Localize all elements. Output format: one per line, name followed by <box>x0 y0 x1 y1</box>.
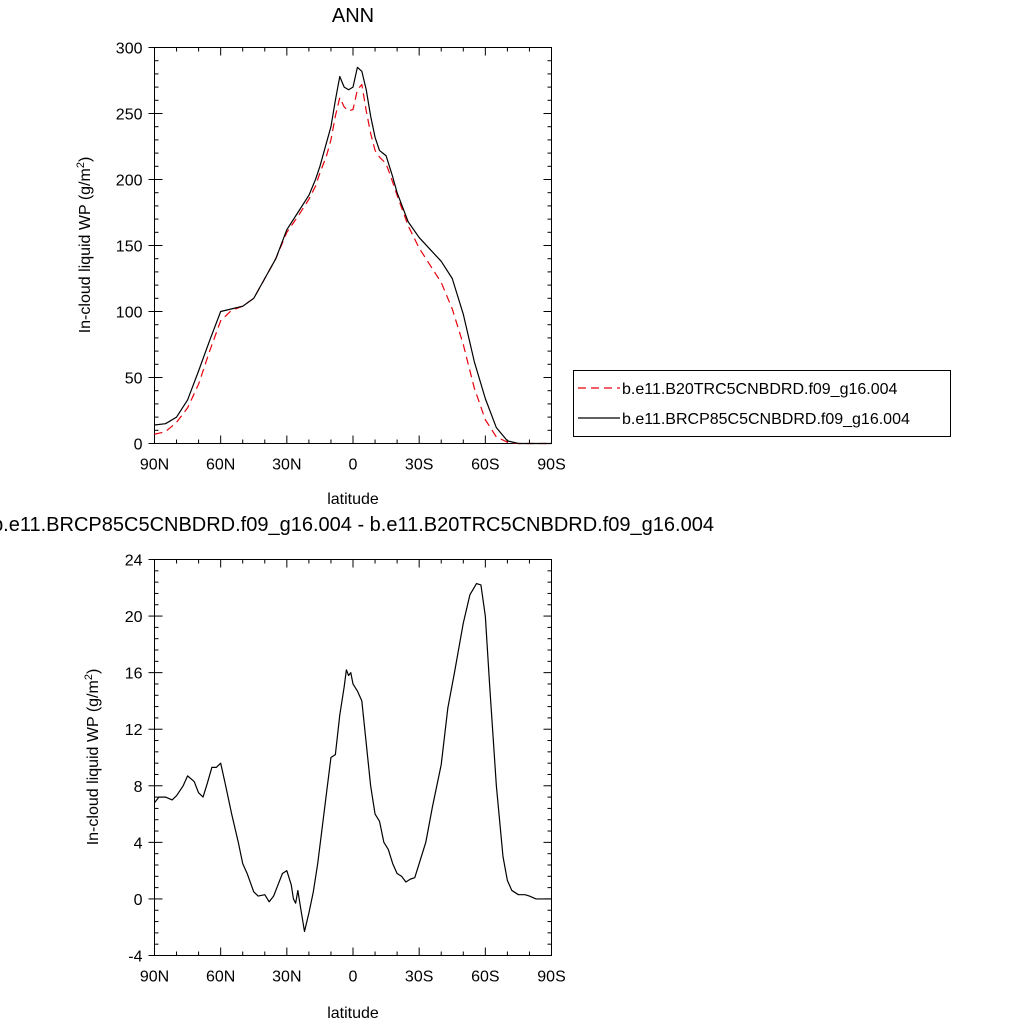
bottom-x-tick-label: 0 <box>349 969 358 986</box>
bottom-y-tick-label: 0 <box>134 892 143 909</box>
top-y-tick-label: 50 <box>125 371 143 388</box>
bottom-x-tick-label: 30N <box>272 969 301 986</box>
bottom-x-tick-label: 30S <box>405 969 433 986</box>
legend-box <box>573 370 951 437</box>
top-x-axis-title: latitude <box>327 491 379 508</box>
bottom-y-tick-label: 16 <box>125 666 143 683</box>
bottom-series-line-1 <box>154 582 552 933</box>
top-y-axis-title-sup: 2 <box>75 162 87 168</box>
top-x-tick-label: 90S <box>537 457 565 474</box>
bottom-x-tick-label: 60N <box>206 969 235 986</box>
bottom-chart: b.e11.BRCP85C5CNBDRD.f09_g16.004 - b.e11… <box>0 514 714 1022</box>
top-x-tick-label: 60N <box>206 457 235 474</box>
top-chart-title: ANN <box>332 5 374 27</box>
bottom-y-tick-label: 24 <box>125 553 143 570</box>
top-series-line-1 <box>154 83 552 445</box>
bottom-x-tick-label: 60S <box>471 969 499 986</box>
top-chart-axes: 90N 60N 30N 0 30S 60S 90S 0 50 100 150 200 250 300 <box>116 41 566 474</box>
legend-label-series-1: b.e11.B20TRC5CNBDRD.f09_g16.004 <box>622 381 898 398</box>
top-y-tick-label: 150 <box>116 239 143 256</box>
bottom-chart-series <box>154 582 552 933</box>
legend: b.e11.B20TRC5CNBDRD.f09_g16.004 b.e11.BR… <box>573 370 951 437</box>
top-plot-frame <box>154 47 552 444</box>
top-series-line-2 <box>154 66 552 445</box>
top-x-tick-label: 0 <box>349 457 358 474</box>
bottom-y-tick-label: 12 <box>125 722 143 739</box>
top-chart-series <box>154 66 552 445</box>
bottom-chart-axes: 90N 60N 30N 0 30S 60S 90S -4 0 4 8 12 16 20 24 <box>125 553 566 986</box>
bottom-y-tick-label: 4 <box>134 835 143 852</box>
bottom-x-tick-label: 90S <box>537 969 565 986</box>
top-y-axis-title-main: In-cloud liquid WP (g/m <box>77 168 94 333</box>
bottom-x-tick-label: 90N <box>140 969 169 986</box>
bottom-y-axis-title-main: In-cloud liquid WP (g/m <box>85 680 102 845</box>
bottom-y-tick-label: 8 <box>134 779 143 796</box>
top-y-tick-label: 200 <box>116 173 143 190</box>
top-y-tick-label: 0 <box>134 437 143 454</box>
bottom-y-axis-title-close: ) <box>85 669 102 674</box>
top-y-tick-label: 100 <box>116 305 143 322</box>
top-y-axis-title-close: ) <box>77 157 94 162</box>
top-x-tick-label: 30N <box>272 457 301 474</box>
top-chart: ANN 90N 60N 30N 0 30S 60S 90S 0 50 100 150 200 250 30… <box>75 5 951 508</box>
bottom-x-axis-title: latitude <box>327 1005 379 1022</box>
bottom-plot-frame <box>154 559 552 956</box>
top-x-tick-label: 30S <box>405 457 433 474</box>
bottom-chart-title: b.e11.BRCP85C5CNBDRD.f09_g16.004 - b.e11… <box>0 514 714 536</box>
top-x-tick-label: 60S <box>471 457 499 474</box>
bottom-y-axis-title-sup: 2 <box>83 674 95 680</box>
bottom-y-axis-title: In-cloud liquid WP (g/m2) <box>83 669 102 846</box>
top-y-tick-label: 300 <box>116 41 143 58</box>
top-y-axis-title: In-cloud liquid WP (g/m2) <box>75 157 94 334</box>
top-y-tick-label: 250 <box>116 107 143 124</box>
top-x-tick-label: 90N <box>140 457 169 474</box>
bottom-y-tick-label: 20 <box>125 609 143 626</box>
legend-label-series-2: b.e11.BRCP85C5CNBDRD.f09_g16.004 <box>622 411 910 428</box>
bottom-y-tick-label: -4 <box>128 949 142 966</box>
